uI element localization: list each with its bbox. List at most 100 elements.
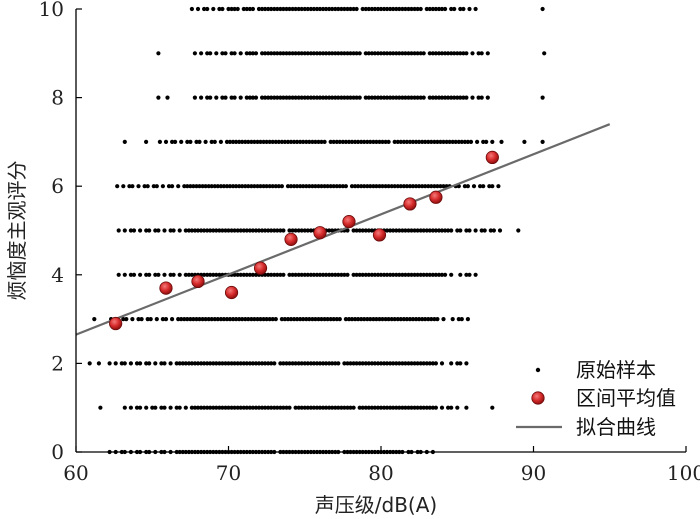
raw-sample-point [278,361,283,366]
raw-sample-point [345,95,350,100]
raw-sample-point [385,51,390,56]
raw-sample-point [406,405,411,410]
raw-sample-point [136,184,141,189]
raw-sample-point [473,272,478,277]
raw-sample-point [269,95,274,100]
raw-sample-point [415,228,420,233]
raw-sample-point [464,405,469,410]
raw-sample-point [296,6,301,12]
raw-sample-point [378,95,384,100]
raw-sample-point [322,139,327,144]
raw-sample-point [284,405,289,410]
raw-sample-point [382,51,387,56]
raw-sample-point [336,6,341,12]
raw-sample-point [455,51,460,56]
raw-sample-point [269,6,274,12]
raw-sample-point [324,272,329,277]
raw-sample-point [403,6,408,12]
raw-sample-point [383,139,388,144]
raw-sample-point [418,405,423,410]
y-tick-label: 4 [51,263,64,287]
raw-sample-point [353,184,358,189]
raw-sample-point [293,228,298,233]
raw-sample-point [206,317,211,322]
raw-sample-point [269,405,274,410]
raw-sample-point [409,95,414,100]
raw-sample-point [360,6,365,12]
raw-sample-point [156,272,161,277]
raw-sample-point [272,51,277,56]
raw-sample-point [200,184,205,189]
raw-sample-point [160,317,165,322]
raw-sample-point [194,184,199,189]
raw-sample-point [272,95,277,100]
raw-sample-point [342,51,347,56]
raw-sample-point [153,228,158,233]
raw-sample-point [267,139,272,144]
raw-sample-point [388,51,393,56]
raw-sample-point [171,272,176,277]
raw-sample-point [348,361,353,366]
raw-sample-point [433,51,438,56]
raw-sample-point [296,228,301,233]
raw-sample-point [330,6,335,12]
raw-sample-point [357,51,362,56]
raw-sample-point [394,361,399,366]
raw-sample-point [208,405,213,410]
raw-sample-point [263,95,268,100]
raw-sample-point [256,361,262,366]
raw-sample-point [443,51,448,56]
raw-sample-point [407,184,413,189]
raw-sample-point [394,51,399,56]
raw-sample-point [458,361,463,366]
raw-sample-point [128,228,133,233]
raw-sample-point [163,317,169,322]
raw-sample-point [195,361,201,366]
raw-sample-point [311,51,316,56]
raw-sample-point [429,139,434,144]
raw-sample-point [246,317,251,322]
raw-sample-point [382,361,387,366]
raw-sample-point [385,228,390,233]
raw-sample-point [336,272,341,277]
raw-sample-point [394,6,399,12]
raw-sample-point [270,139,275,144]
raw-sample-point [214,228,219,233]
raw-sample-point [244,228,249,233]
raw-sample-point [232,405,237,410]
raw-sample-point [223,228,228,233]
raw-sample-point [185,139,190,144]
raw-sample-point [406,51,411,56]
raw-sample-point [299,95,304,100]
raw-sample-point [449,405,454,410]
raw-sample-point [214,51,219,56]
raw-sample-point [183,405,188,410]
raw-sample-point [360,405,365,410]
raw-sample-point [349,139,355,144]
interval-mean-marker [109,316,123,331]
raw-sample-point [298,317,303,322]
raw-sample-point [357,95,362,100]
raw-sample-point [307,139,312,144]
raw-sample-point [238,361,243,366]
raw-sample-point [202,272,207,277]
raw-sample-point [328,184,333,189]
raw-sample-point [238,272,243,277]
raw-sample-point [391,51,396,56]
raw-sample-point [316,139,321,144]
raw-sample-point [221,317,226,322]
raw-sample-point [417,184,422,189]
raw-sample-point [461,6,466,12]
raw-sample-point [273,184,278,189]
raw-sample-point [452,51,457,56]
raw-sample-point [296,361,301,366]
raw-sample-point [351,272,356,277]
raw-sample-point [424,361,429,366]
raw-sample-point [247,6,252,12]
raw-sample-point [490,405,495,410]
raw-sample-point [433,405,438,410]
raw-sample-point [449,228,454,233]
raw-sample-point [397,95,402,100]
raw-sample-point [455,405,460,410]
